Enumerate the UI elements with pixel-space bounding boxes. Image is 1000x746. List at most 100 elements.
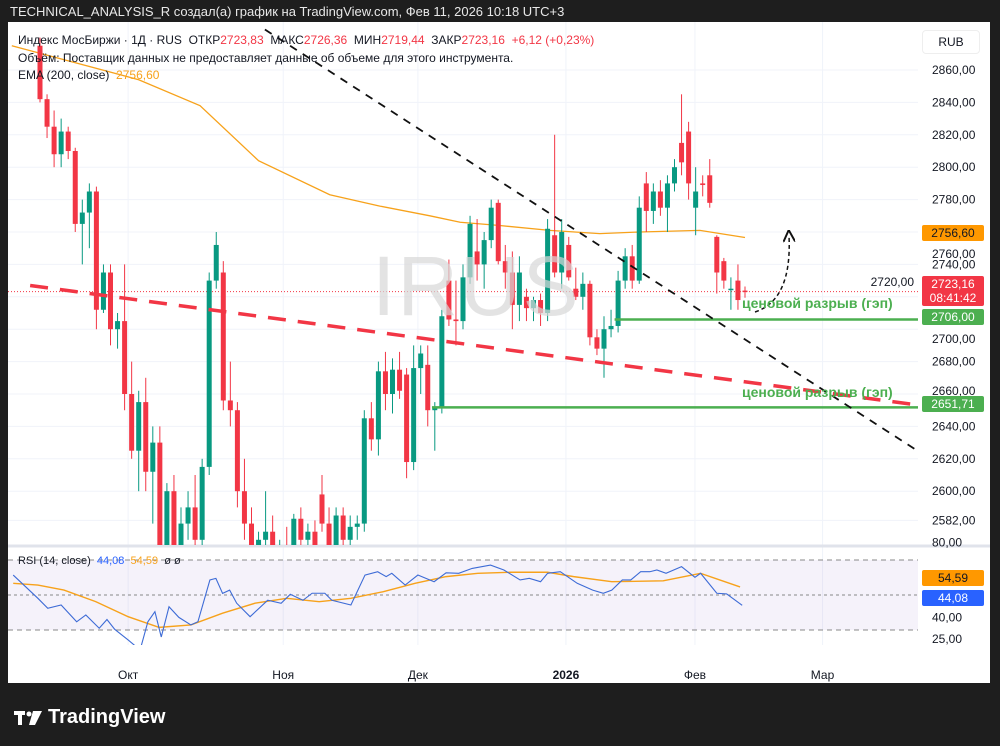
candle-body (643, 183, 649, 211)
candle-body (425, 364, 431, 411)
candle-body (594, 337, 600, 349)
time-tick-label: Ноя (272, 668, 294, 682)
candle (686, 121, 692, 200)
candle-body (185, 507, 191, 524)
resistance-trendline[interactable] (264, 28, 920, 453)
candle-body (693, 191, 699, 208)
rsi-tick-label: 80,00 (932, 536, 962, 550)
gap-label-lower: ценовой разрыв (гэп) (742, 384, 893, 400)
candle (636, 196, 642, 284)
rsi-pane[interactable] (8, 559, 918, 650)
volume-note: Объём: Поставщик данных не предоставляет… (18, 51, 514, 65)
candle (206, 272, 212, 475)
candle (72, 147, 78, 232)
candle-body (227, 400, 233, 411)
candle (333, 507, 339, 545)
candle-body (291, 518, 297, 545)
candle-body (707, 175, 713, 203)
close-label: ЗАКР (431, 33, 462, 47)
candle (263, 491, 269, 545)
candle-body (601, 329, 607, 349)
rsi-value: 44,08 (96, 555, 125, 567)
candle (608, 309, 614, 338)
candle (735, 264, 741, 310)
candle (51, 110, 57, 168)
candle (622, 248, 628, 289)
candle-body (714, 236, 720, 273)
ema-legend[interactable]: EMA (200, close) 2756,60 (18, 68, 159, 82)
candle (312, 520, 318, 545)
candle-body (150, 442, 156, 472)
candle (368, 402, 374, 451)
candle-body (93, 191, 99, 310)
high-value: 2726,36 (303, 33, 348, 47)
gap-upper-price-tag: 2706,00 (922, 309, 984, 325)
candle-body (453, 319, 459, 322)
candle (679, 94, 685, 176)
candle-body (270, 531, 276, 545)
candle-body (538, 300, 544, 313)
candle-body (679, 142, 685, 163)
candle-body (65, 131, 71, 151)
candle (375, 361, 381, 456)
rsi-tick-label: 40,00 (932, 611, 962, 625)
candle (538, 293, 544, 326)
candle-body (361, 418, 367, 524)
price-tick-label: 2582,00 (932, 513, 976, 527)
candle-body (509, 272, 515, 305)
candle (700, 175, 706, 197)
candle (143, 377, 149, 492)
rsi-tag: 44,08 (922, 590, 984, 606)
candle-body (298, 518, 304, 540)
candle-body (51, 126, 57, 155)
candle (545, 219, 551, 322)
candle (347, 515, 353, 545)
candle-body (122, 321, 128, 394)
candle (249, 507, 254, 545)
candle-body (178, 523, 184, 545)
symbol-name[interactable]: Индекс МосБиржи · 1Д · RUS (18, 33, 182, 47)
candle-body (340, 515, 346, 540)
change-value: +6,12 (+0,23%) (511, 33, 595, 47)
candle-body (502, 261, 508, 273)
candle-body (587, 283, 593, 338)
candle-body (531, 300, 536, 309)
bar-countdown: 08:41:42 (929, 291, 977, 305)
candle (361, 410, 367, 532)
candle (601, 316, 607, 378)
candle-body (234, 410, 240, 492)
tradingview-logo[interactable]: TradingView (14, 706, 165, 729)
candle (707, 159, 713, 208)
candle (481, 232, 487, 289)
candle (467, 215, 473, 284)
price-pane[interactable] (8, 28, 920, 589)
candle (298, 507, 304, 545)
price-tick-label: 2740,00 (932, 257, 976, 271)
candle-body (79, 212, 85, 224)
candle (185, 491, 191, 540)
rsi-ma-value: 54,59 (130, 555, 159, 567)
candle-body (418, 353, 424, 369)
candle-body (664, 183, 670, 208)
candle (93, 186, 99, 330)
rsi-legend[interactable]: RSI (14, close) 44,08 54,59 ø ø (18, 555, 181, 567)
candle (157, 426, 163, 545)
candle (418, 345, 424, 394)
candle-body (277, 548, 282, 556)
time-tick-label: Фев (684, 668, 706, 682)
price-axis[interactable]: 2860,00 2840,00 2820,00 2800,00 2780,00 2760,… (118, 63, 976, 682)
candle (460, 264, 466, 330)
candle (587, 280, 593, 346)
rsi-ma-line (13, 571, 741, 629)
candle (446, 259, 452, 326)
price-tick-label: 2660,00 (932, 384, 976, 398)
candle-body (44, 99, 50, 127)
candle-body (108, 272, 113, 330)
last-price: 2723,16 (931, 277, 975, 291)
candle-body (580, 283, 586, 297)
currency-button[interactable]: RUB (922, 30, 980, 54)
candle-body (622, 256, 628, 281)
candle-body (382, 371, 388, 394)
candle (86, 183, 92, 249)
